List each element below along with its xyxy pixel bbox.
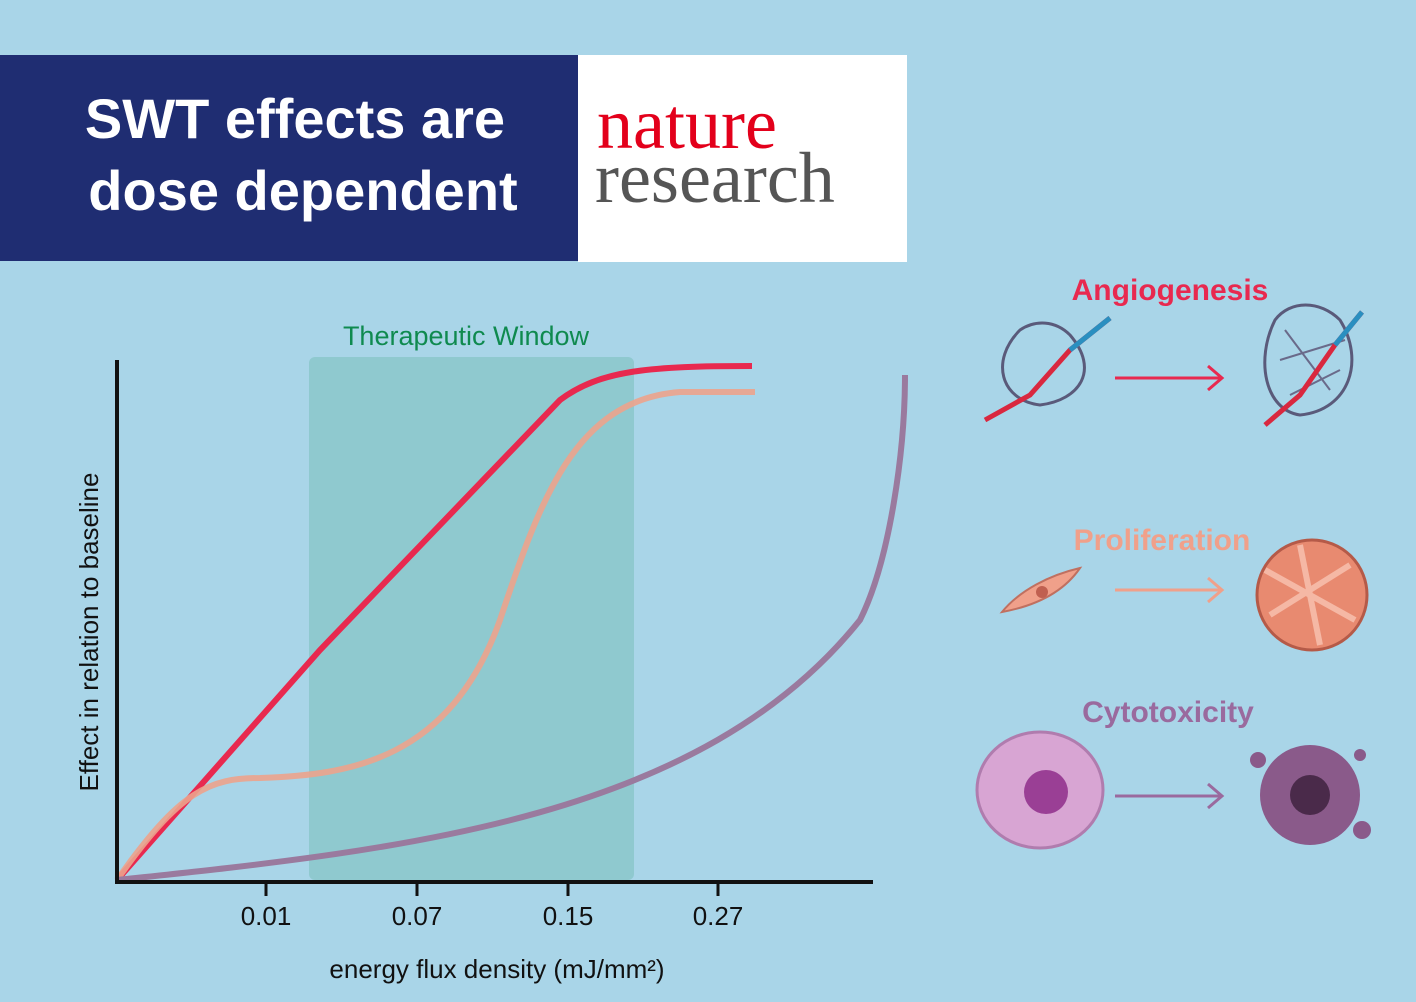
arrow [1115,576,1225,604]
arrow [1115,364,1225,392]
cytotoxicity-curve [116,374,908,883]
logo-box [578,55,907,262]
cytotoxicity-icon [975,730,1371,850]
title-line: dose dependent [88,159,517,222]
x-tick-label: 0.07 [392,901,443,931]
y-axis-label: Effect in relation to baseline [74,473,104,792]
cell-icon [999,538,1369,652]
vessel-icon [983,303,1364,427]
arrow [1115,782,1225,810]
title-line: SWT effects are [85,87,505,150]
window-label: Therapeutic Window [343,321,590,351]
x-tick-label: 0.27 [693,901,744,931]
logo-research: research [595,138,835,218]
effect-label: Proliferation [1074,524,1251,557]
logo-nature: nature [597,84,777,164]
effect-label: Cytotoxicity [1082,696,1254,729]
x-axis-label: energy flux density (mJ/mm²) [329,954,664,984]
x-tick-label: 0.01 [241,901,292,931]
angiogenesis-curve [114,363,753,882]
effect-label: Angiogenesis [1072,274,1269,307]
title-banner [0,55,578,261]
x-tick-label: 0.15 [543,901,594,931]
proliferation-curve [114,389,755,882]
